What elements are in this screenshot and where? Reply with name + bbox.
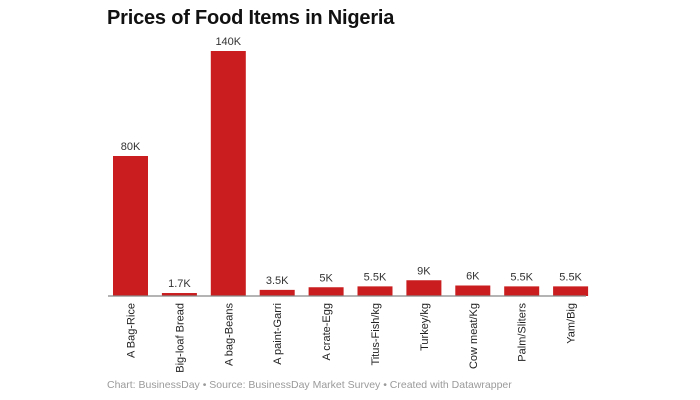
- value-label: 140K: [215, 36, 241, 48]
- category-label: Cow meat/Kg: [468, 303, 480, 369]
- category-label: Titus-Fish/kg: [370, 303, 382, 366]
- bar: [455, 285, 491, 296]
- value-label: 5.5K: [510, 271, 533, 283]
- category-label: A crate-Egg: [321, 303, 333, 360]
- bar: [259, 289, 295, 296]
- category-label: A bag-Beans: [223, 303, 235, 366]
- bar: [161, 293, 197, 296]
- value-label: 80K: [121, 141, 141, 153]
- value-label: 6K: [466, 271, 480, 283]
- bar: [406, 280, 442, 296]
- category-label: Yam/Big: [566, 303, 578, 344]
- value-label: 9K: [417, 265, 431, 277]
- bar: [113, 156, 148, 296]
- chart-title: Prices of Food Items in Nigeria: [107, 7, 395, 29]
- bar: [504, 286, 540, 296]
- bar: [553, 286, 589, 296]
- value-label: 1.7K: [168, 278, 191, 290]
- value-label: 5K: [319, 272, 333, 284]
- category-label: Big-loaf Bread: [174, 303, 186, 373]
- value-label: 5.5K: [559, 271, 582, 283]
- category-label: A Bag-Rice: [126, 303, 138, 358]
- bar: [357, 286, 393, 296]
- category-label: Palm/Sliters: [517, 303, 529, 362]
- bar: [210, 51, 246, 296]
- value-label: 3.5K: [266, 275, 289, 287]
- chart-footer: Chart: BusinessDay • Source: BusinessDay…: [107, 379, 512, 391]
- category-label: Turkey/kg: [419, 303, 431, 351]
- bar: [308, 287, 344, 296]
- category-label: A paint-Garri: [272, 303, 284, 365]
- value-label: 5.5K: [364, 271, 387, 283]
